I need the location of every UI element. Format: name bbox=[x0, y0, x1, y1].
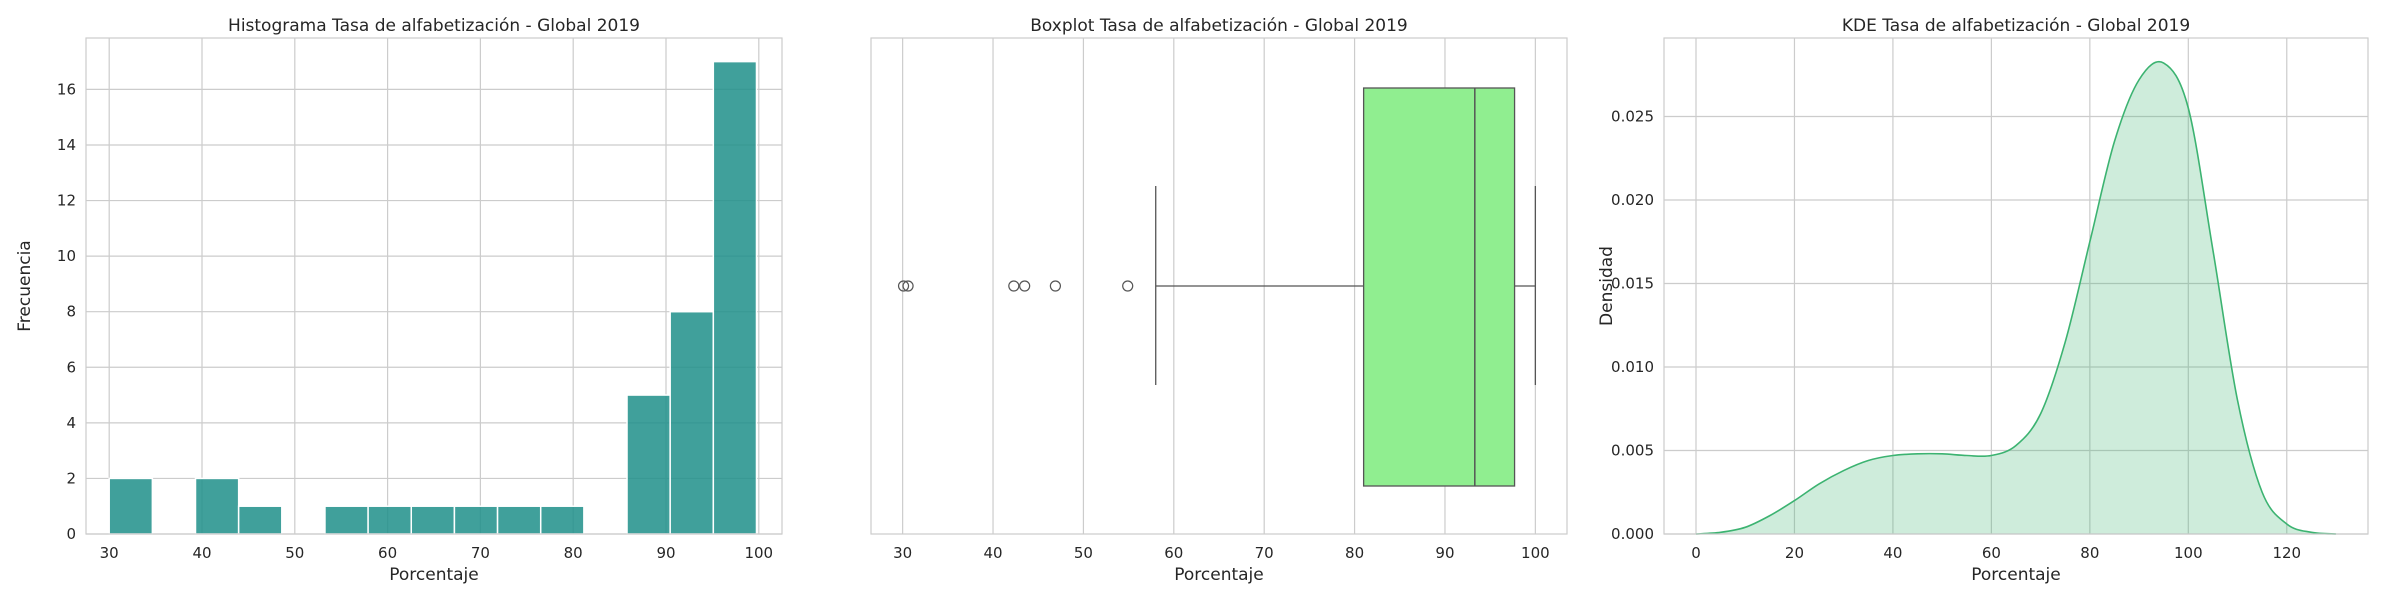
histogram-x-tick-label: 50 bbox=[285, 544, 304, 562]
kde-y-tick-label: 0.005 bbox=[1611, 441, 1654, 459]
histogram-bar bbox=[626, 394, 671, 535]
kde-frame bbox=[1663, 37, 2369, 535]
histogram-x-tick-label: 80 bbox=[564, 544, 583, 562]
histogram-bar bbox=[453, 505, 499, 535]
kde-area-fill bbox=[1696, 61, 2336, 534]
kde-y-tick-label: 0.015 bbox=[1611, 274, 1654, 292]
kde-y-label: Densidad bbox=[1597, 246, 1617, 326]
histogram-bar bbox=[194, 477, 240, 535]
histogram-bar bbox=[712, 60, 758, 535]
histogram-y-tick-label: 0 bbox=[66, 525, 76, 543]
boxplot-panel: 30 40 50 60 70 80 90 100 Boxplot Tasa de alfabe… bbox=[870, 16, 1568, 585]
kde-title: KDE Tasa de alfabetización - Global 2019 bbox=[1842, 16, 2190, 36]
histogram-y-tick-label: 2 bbox=[66, 469, 76, 487]
histogram-x-tick-label: 90 bbox=[656, 544, 675, 562]
boxplot-outlier-point bbox=[902, 280, 914, 292]
histogram-y-tick-label: 14 bbox=[57, 136, 76, 154]
histogram-x-tick-label: 40 bbox=[192, 544, 211, 562]
histogram-y-tick-label: 10 bbox=[57, 247, 76, 265]
histogram-y-ticks: 0 2 4 6 8 10 12 14 16 bbox=[57, 80, 76, 543]
histogram-x-tick-label: 70 bbox=[471, 544, 490, 562]
boxplot-x-tick-label: 40 bbox=[983, 544, 1002, 562]
boxplot-x-tick-label: 100 bbox=[1521, 544, 1550, 562]
boxplot-x-label: Porcentaje bbox=[1174, 565, 1264, 585]
histogram-gridlines bbox=[86, 38, 782, 535]
kde-y-tick-label: 0.025 bbox=[1611, 107, 1654, 125]
histogram-y-tick-label: 6 bbox=[66, 358, 76, 376]
kde-y-tick-label: 0.020 bbox=[1611, 191, 1654, 209]
kde-x-tick-label: 120 bbox=[2272, 544, 2301, 562]
histogram-bar bbox=[324, 505, 369, 535]
histogram-x-tick-label: 100 bbox=[744, 544, 773, 562]
kde-x-tick-label: 40 bbox=[1883, 544, 1902, 562]
boxplot-x-tick-label: 80 bbox=[1345, 544, 1364, 562]
histogram-bar bbox=[539, 505, 585, 535]
boxplot-outlier-point bbox=[1049, 280, 1061, 292]
boxplot-x-tick-label: 60 bbox=[1164, 544, 1183, 562]
kde-curve-group bbox=[1695, 61, 2337, 535]
histogram-x-tick-label: 30 bbox=[100, 544, 119, 562]
histogram-panel: 30 40 50 60 70 80 90 100 0 2 4 6 8 10 12 14 16 Histogra… bbox=[15, 16, 783, 585]
histogram-frame bbox=[85, 37, 783, 535]
kde-x-label: Porcentaje bbox=[1971, 565, 2061, 585]
boxplot-x-tick-label: 50 bbox=[1074, 544, 1093, 562]
histogram-y-label: Frecuencia bbox=[15, 240, 35, 331]
boxplot-outlier-point bbox=[1019, 280, 1031, 292]
histogram-bars bbox=[108, 60, 758, 535]
histogram-bar bbox=[237, 505, 283, 535]
histogram-title: Histograma Tasa de alfabetización - Glob… bbox=[228, 16, 640, 36]
boxplot-box bbox=[1362, 87, 1516, 487]
boxplot-elements bbox=[897, 87, 1537, 487]
boxplot-frame bbox=[870, 37, 1568, 535]
histogram-y-tick-label: 4 bbox=[66, 414, 76, 432]
boxplot-outlier-point bbox=[1008, 280, 1020, 292]
boxplot-x-ticks: 30 40 50 60 70 80 90 100 bbox=[893, 544, 1550, 562]
kde-x-tick-label: 20 bbox=[1785, 544, 1804, 562]
histogram-bar bbox=[410, 505, 456, 535]
boxplot-x-tick-label: 70 bbox=[1255, 544, 1274, 562]
boxplot-outlier-point bbox=[897, 280, 910, 292]
kde-x-ticks: 0 20 40 60 80 100 120 bbox=[1691, 544, 2301, 562]
kde-x-tick-label: 60 bbox=[1982, 544, 2001, 562]
histogram-bar bbox=[669, 310, 715, 535]
histogram-y-tick-label: 8 bbox=[66, 303, 76, 321]
histogram-bar bbox=[108, 477, 154, 535]
kde-x-tick-label: 80 bbox=[2080, 544, 2099, 562]
kde-y-ticks: 0.000 0.005 0.010 0.015 0.020 0.025 bbox=[1611, 107, 1654, 543]
histogram-bar bbox=[496, 505, 542, 535]
boxplot-x-tick-label: 30 bbox=[893, 544, 912, 562]
kde-y-tick-label: 0.010 bbox=[1611, 358, 1654, 376]
histogram-x-tick-label: 60 bbox=[378, 544, 397, 562]
boxplot-x-tick-label: 90 bbox=[1435, 544, 1454, 562]
histogram-y-tick-label: 12 bbox=[57, 192, 76, 210]
kde-plot-area bbox=[1664, 38, 2368, 534]
kde-x-tick-label: 0 bbox=[1691, 544, 1701, 562]
boxplot-outlier-point bbox=[1122, 280, 1134, 292]
histogram-x-label: Porcentaje bbox=[389, 565, 479, 585]
histogram-bar bbox=[367, 505, 413, 535]
kde-density-line bbox=[1695, 61, 2337, 535]
kde-x-tick-label: 100 bbox=[2174, 544, 2203, 562]
kde-panel: 0 20 40 60 80 100 120 0.000 0.005 0.010 0.015 0.02… bbox=[1597, 16, 2369, 585]
histogram-x-ticks: 30 40 50 60 70 80 90 100 bbox=[100, 544, 773, 562]
kde-y-tick-label: 0.000 bbox=[1611, 525, 1654, 543]
boxplot-title: Boxplot Tasa de alfabetización - Global … bbox=[1030, 16, 1408, 36]
histogram-y-tick-label: 16 bbox=[57, 80, 76, 98]
